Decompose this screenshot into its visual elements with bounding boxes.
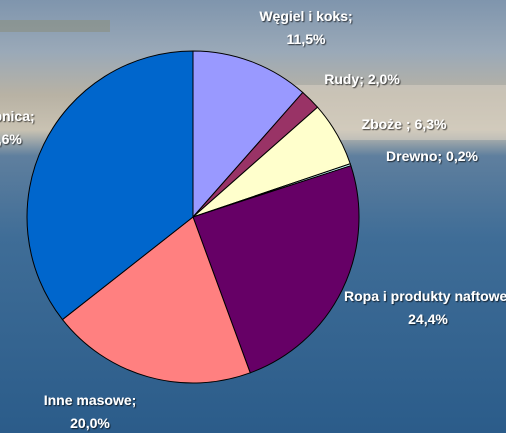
label-name: Drewno; [386,148,442,164]
label-name: Rudy; [324,71,364,87]
label-name: Inne masowe; [44,392,137,408]
label-name: Węgiel i koks; [259,8,352,24]
crane [0,20,110,32]
label-name: Zboże ; [362,116,411,132]
label-value: 24,4% [408,311,448,327]
label-value: 2,0% [368,71,400,87]
data-label: Rudy;2,0% [324,71,400,87]
data-label: Zboże ;6,3% [362,116,447,132]
pie [27,51,359,383]
label-value: 0,2% [446,148,478,164]
label-value: 35,6% [0,131,22,147]
label-name: Ropa i produkty naftowe; [344,288,506,304]
chart: Węgiel i koks; 11,5% Rudy;2,0% Zboże ;6,3% D… [0,0,506,433]
data-label: Drewno;0,2% [386,148,478,164]
label-value: 20,0% [70,415,110,431]
label-value: 6,3% [415,116,447,132]
label-value: 11,5% [287,31,326,47]
label-name: Drobnica; [0,108,35,124]
